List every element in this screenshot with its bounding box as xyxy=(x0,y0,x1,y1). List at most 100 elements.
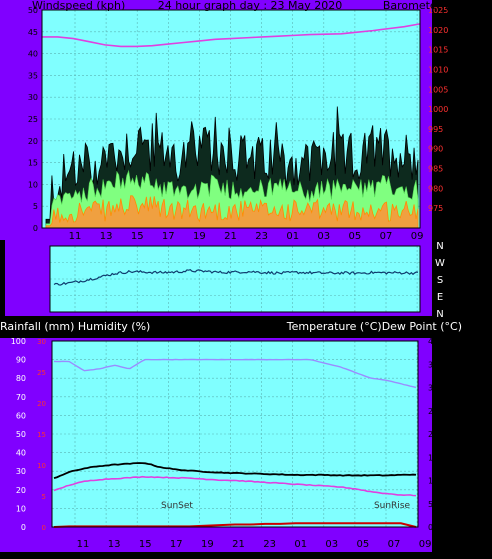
top-y-tick-left: 50 xyxy=(28,6,38,15)
direction-y-tick: 360 xyxy=(35,243,47,250)
bottom-plot-border xyxy=(51,340,419,528)
top-x-tick: 05 xyxy=(349,231,362,242)
bottom-x-tick: 05 xyxy=(357,539,370,550)
bottom-x-tick: 15 xyxy=(139,539,152,550)
bottom-x-tick: 03 xyxy=(325,539,338,550)
top-x-tick: 03 xyxy=(317,231,330,242)
bottom-y-tick-left: 0 xyxy=(21,523,26,532)
sunrise-label: SunRise xyxy=(374,501,411,511)
top-y-tick-left: 45 xyxy=(28,28,38,37)
bottom-y-tick-right: 0 xyxy=(428,523,433,532)
bottom-y-tick-left: 10 xyxy=(16,504,26,513)
top-x-tick: 13 xyxy=(100,231,113,242)
bottom-y-tick-right: 20 xyxy=(428,430,438,439)
bottom-plot-area xyxy=(52,341,418,527)
bottom-x-tick: 17 xyxy=(170,539,183,550)
bottom-y-tick-left: 70 xyxy=(16,393,26,402)
bottom-right-axis-title: Temperature (°C)Dew Point (°C) xyxy=(286,320,462,333)
top-y-tick-left: 40 xyxy=(28,50,38,59)
top-x-tick: 09 xyxy=(411,231,424,242)
bottom-y-tick-right: 40 xyxy=(428,337,438,346)
top-plot-border xyxy=(41,9,421,229)
top-x-tick: 07 xyxy=(380,231,393,242)
compass-label: E xyxy=(437,292,443,303)
rain-y-tick: 15 xyxy=(37,431,46,439)
bottom-y-tick-left: 40 xyxy=(16,449,26,458)
top-y-tick-left: 5 xyxy=(33,202,38,211)
rain-y-tick: 20 xyxy=(37,400,46,408)
rain-y-tick: 25 xyxy=(37,369,46,377)
top-left-axis-title: Windspeed (kph) xyxy=(32,0,125,12)
top-right-axis-title: Barometer (hpa) xyxy=(383,0,474,12)
direction-y-tick: 180 xyxy=(35,276,47,283)
series-barometer xyxy=(42,23,421,48)
bottom-y-tick-right: 25 xyxy=(428,407,438,416)
top-y-tick-right: 990 xyxy=(428,145,443,154)
direction-y-tick: 0 xyxy=(42,309,46,316)
top-y-tick-left: 35 xyxy=(28,71,38,80)
top-x-tick: 01 xyxy=(286,231,299,242)
top-y-tick-right: 975 xyxy=(428,204,443,213)
top-y-tick-right: 1005 xyxy=(428,85,448,94)
series-dewpoint xyxy=(53,475,417,497)
series-direction xyxy=(53,269,419,286)
bottom-x-tick: 21 xyxy=(232,539,245,550)
bottom-y-tick-right: 10 xyxy=(428,477,438,486)
bottom-y-tick-right: 15 xyxy=(428,453,438,462)
bottom-y-tick-left: 80 xyxy=(16,374,26,383)
bottom-y-tick-left: 60 xyxy=(16,411,26,420)
bottom-y-tick-right: 5 xyxy=(428,500,433,509)
bottom-y-tick-left: 20 xyxy=(16,486,26,495)
compass-label: N xyxy=(436,241,443,252)
top-y-tick-left: 25 xyxy=(28,115,38,124)
bottom-x-tick: 09 xyxy=(419,539,432,550)
top-y-tick-left: 15 xyxy=(28,159,38,168)
top-x-tick: 17 xyxy=(162,231,175,242)
direction-y-tick: 270 xyxy=(35,260,47,267)
top-x-tick: 23 xyxy=(255,231,268,242)
bottom-x-tick: 23 xyxy=(263,539,276,550)
top-x-tick: 19 xyxy=(193,231,206,242)
top-x-tick: 11 xyxy=(69,231,82,242)
rain-y-tick: 10 xyxy=(37,462,46,470)
top-y-tick-right: 985 xyxy=(428,165,443,174)
top-y-tick-right: 995 xyxy=(428,125,443,134)
series-rain xyxy=(53,522,417,528)
top-y-tick-right: 1015 xyxy=(428,46,448,55)
compass-label: S xyxy=(437,275,443,286)
series-windspeed xyxy=(45,195,419,229)
bottom-y-tick-right: 35 xyxy=(428,360,438,369)
bottom-y-tick-left: 30 xyxy=(16,467,26,476)
series-temperature xyxy=(53,462,417,480)
compass-label: W xyxy=(435,258,445,269)
bottom-x-tick: 19 xyxy=(201,539,214,550)
bottom-x-tick: 11 xyxy=(77,539,90,550)
top-x-tick: 21 xyxy=(224,231,237,242)
top-y-tick-left: 30 xyxy=(28,93,38,102)
rain-y-tick: 30 xyxy=(37,338,46,346)
series-humidity xyxy=(53,358,417,389)
bottom-x-tick: 13 xyxy=(108,539,121,550)
direction-plot-border xyxy=(49,245,421,313)
top-y-tick-right: 980 xyxy=(428,184,443,193)
rain-y-tick: 5 xyxy=(42,493,46,501)
top-y-tick-right: 1010 xyxy=(428,65,448,74)
top-y-tick-right: 1020 xyxy=(428,26,448,35)
bottom-y-tick-left: 100 xyxy=(11,337,26,346)
bottom-y-tick-right: 30 xyxy=(428,384,438,393)
direction-y-tick: 90 xyxy=(38,293,46,300)
top-y-tick-right: 1000 xyxy=(428,105,448,114)
top-x-tick: 15 xyxy=(131,231,144,242)
top-y-tick-left: 20 xyxy=(28,137,38,146)
bottom-x-tick: 07 xyxy=(388,539,401,550)
sunset-label: SunSet xyxy=(161,501,193,511)
bottom-left-axis-title: Rainfall (mm) Humidity (%) xyxy=(0,320,150,333)
top-y-tick-right: 1025 xyxy=(428,6,448,15)
rain-y-tick: 0 xyxy=(42,524,46,532)
top-chart-title: 24 hour graph day : 23 May 2020 xyxy=(158,0,343,12)
top-y-tick-left: 0 xyxy=(33,224,38,233)
bottom-y-tick-left: 50 xyxy=(16,430,26,439)
compass-label: N xyxy=(436,309,443,320)
